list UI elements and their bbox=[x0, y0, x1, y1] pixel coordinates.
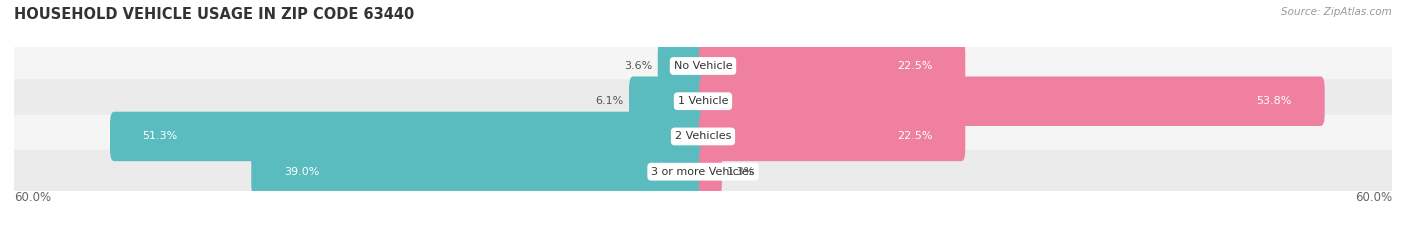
FancyBboxPatch shape bbox=[13, 150, 1393, 194]
Text: 60.0%: 60.0% bbox=[14, 191, 51, 204]
FancyBboxPatch shape bbox=[13, 44, 1393, 88]
Text: 51.3%: 51.3% bbox=[142, 131, 179, 141]
Text: 22.5%: 22.5% bbox=[897, 61, 932, 71]
FancyBboxPatch shape bbox=[699, 147, 721, 196]
FancyBboxPatch shape bbox=[110, 112, 707, 161]
Text: HOUSEHOLD VEHICLE USAGE IN ZIP CODE 63440: HOUSEHOLD VEHICLE USAGE IN ZIP CODE 6344… bbox=[14, 7, 415, 22]
Text: No Vehicle: No Vehicle bbox=[673, 61, 733, 71]
Text: 1 Vehicle: 1 Vehicle bbox=[678, 96, 728, 106]
Text: 22.5%: 22.5% bbox=[897, 131, 932, 141]
FancyBboxPatch shape bbox=[699, 112, 966, 161]
Text: Source: ZipAtlas.com: Source: ZipAtlas.com bbox=[1281, 7, 1392, 17]
Text: 39.0%: 39.0% bbox=[284, 167, 319, 177]
FancyBboxPatch shape bbox=[628, 76, 707, 126]
FancyBboxPatch shape bbox=[13, 79, 1393, 123]
FancyBboxPatch shape bbox=[658, 41, 707, 91]
Text: 60.0%: 60.0% bbox=[1355, 191, 1392, 204]
Text: 6.1%: 6.1% bbox=[596, 96, 624, 106]
Text: 3.6%: 3.6% bbox=[624, 61, 652, 71]
FancyBboxPatch shape bbox=[699, 76, 1324, 126]
Text: 1.3%: 1.3% bbox=[727, 167, 755, 177]
Text: 53.8%: 53.8% bbox=[1257, 96, 1292, 106]
Text: 2 Vehicles: 2 Vehicles bbox=[675, 131, 731, 141]
Text: 3 or more Vehicles: 3 or more Vehicles bbox=[651, 167, 755, 177]
FancyBboxPatch shape bbox=[252, 147, 707, 196]
FancyBboxPatch shape bbox=[13, 115, 1393, 158]
FancyBboxPatch shape bbox=[699, 41, 966, 91]
